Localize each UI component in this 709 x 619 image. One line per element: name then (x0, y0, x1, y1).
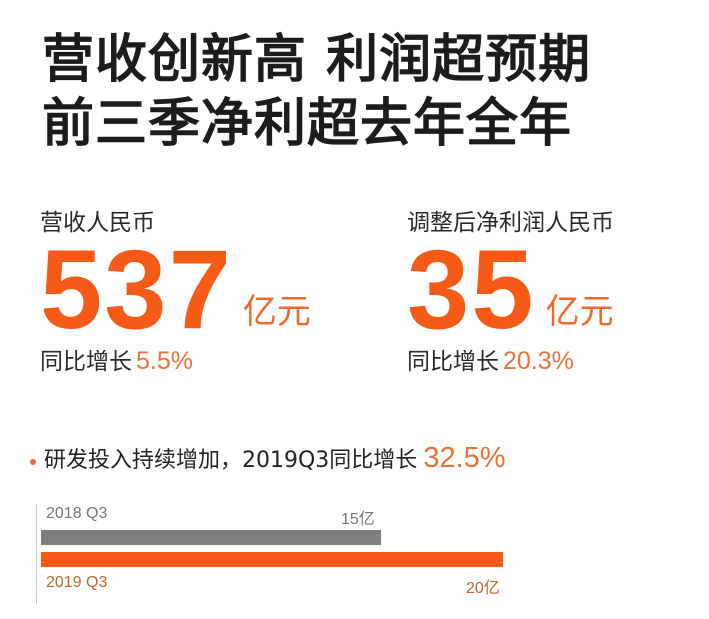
rd-bar-chart: 2018 Q3 15亿 2019 Q3 20亿 (36, 504, 516, 608)
revenue-metric: 营收人民币 537 亿元 同比增长 5.5% (40, 208, 311, 377)
revenue-growth: 同比增长 5.5% (40, 346, 311, 377)
net-profit-value-row: 35 亿元 (407, 227, 614, 352)
rd-text: 研发投入持续增加，2019Q3同比增长 (44, 448, 418, 473)
headline: 营收创新高 利润超预期 前三季净利超去年全年 (42, 28, 591, 156)
revenue-label: 营收人民币 (40, 210, 155, 236)
bar-label-2019: 2019 Q3 (46, 574, 108, 591)
net-profit-growth-value: 20.3% (503, 347, 574, 375)
net-profit-unit: 亿元 (545, 292, 614, 332)
bar-label-2018: 2018 Q3 (46, 505, 108, 522)
revenue-unit: 亿元 (242, 292, 311, 332)
net-profit-value: 35 (407, 227, 536, 352)
chart-axis-line (36, 504, 37, 604)
rd-growth-value: 32.5% (423, 442, 506, 474)
net-profit-label: 调整后净利润人民币 (407, 210, 614, 236)
net-profit-growth-label: 同比增长 (407, 349, 499, 375)
headline-line-1: 营收创新高 利润超预期 (42, 30, 592, 90)
rd-investment-line: 研发投入持续增加，2019Q3同比增长 32.5% (30, 442, 506, 475)
revenue-growth-label: 同比增长 (40, 349, 132, 375)
bar-value-2018: 15亿 (341, 511, 375, 528)
headline-line-2: 前三季净利超去年全年 (42, 94, 573, 154)
revenue-value-row: 537 亿元 (40, 227, 311, 352)
bullet-dot-icon (30, 458, 36, 465)
revenue-growth-value: 5.5% (136, 347, 193, 375)
revenue-value: 537 (40, 227, 233, 352)
bar-value-2019: 20亿 (466, 580, 500, 597)
net-profit-metric: 调整后净利润人民币 35 亿元 同比增长 20.3% (407, 208, 614, 377)
net-profit-growth: 同比增长 20.3% (407, 346, 614, 377)
bar-2019 (41, 552, 503, 567)
bar-2018 (41, 530, 381, 545)
